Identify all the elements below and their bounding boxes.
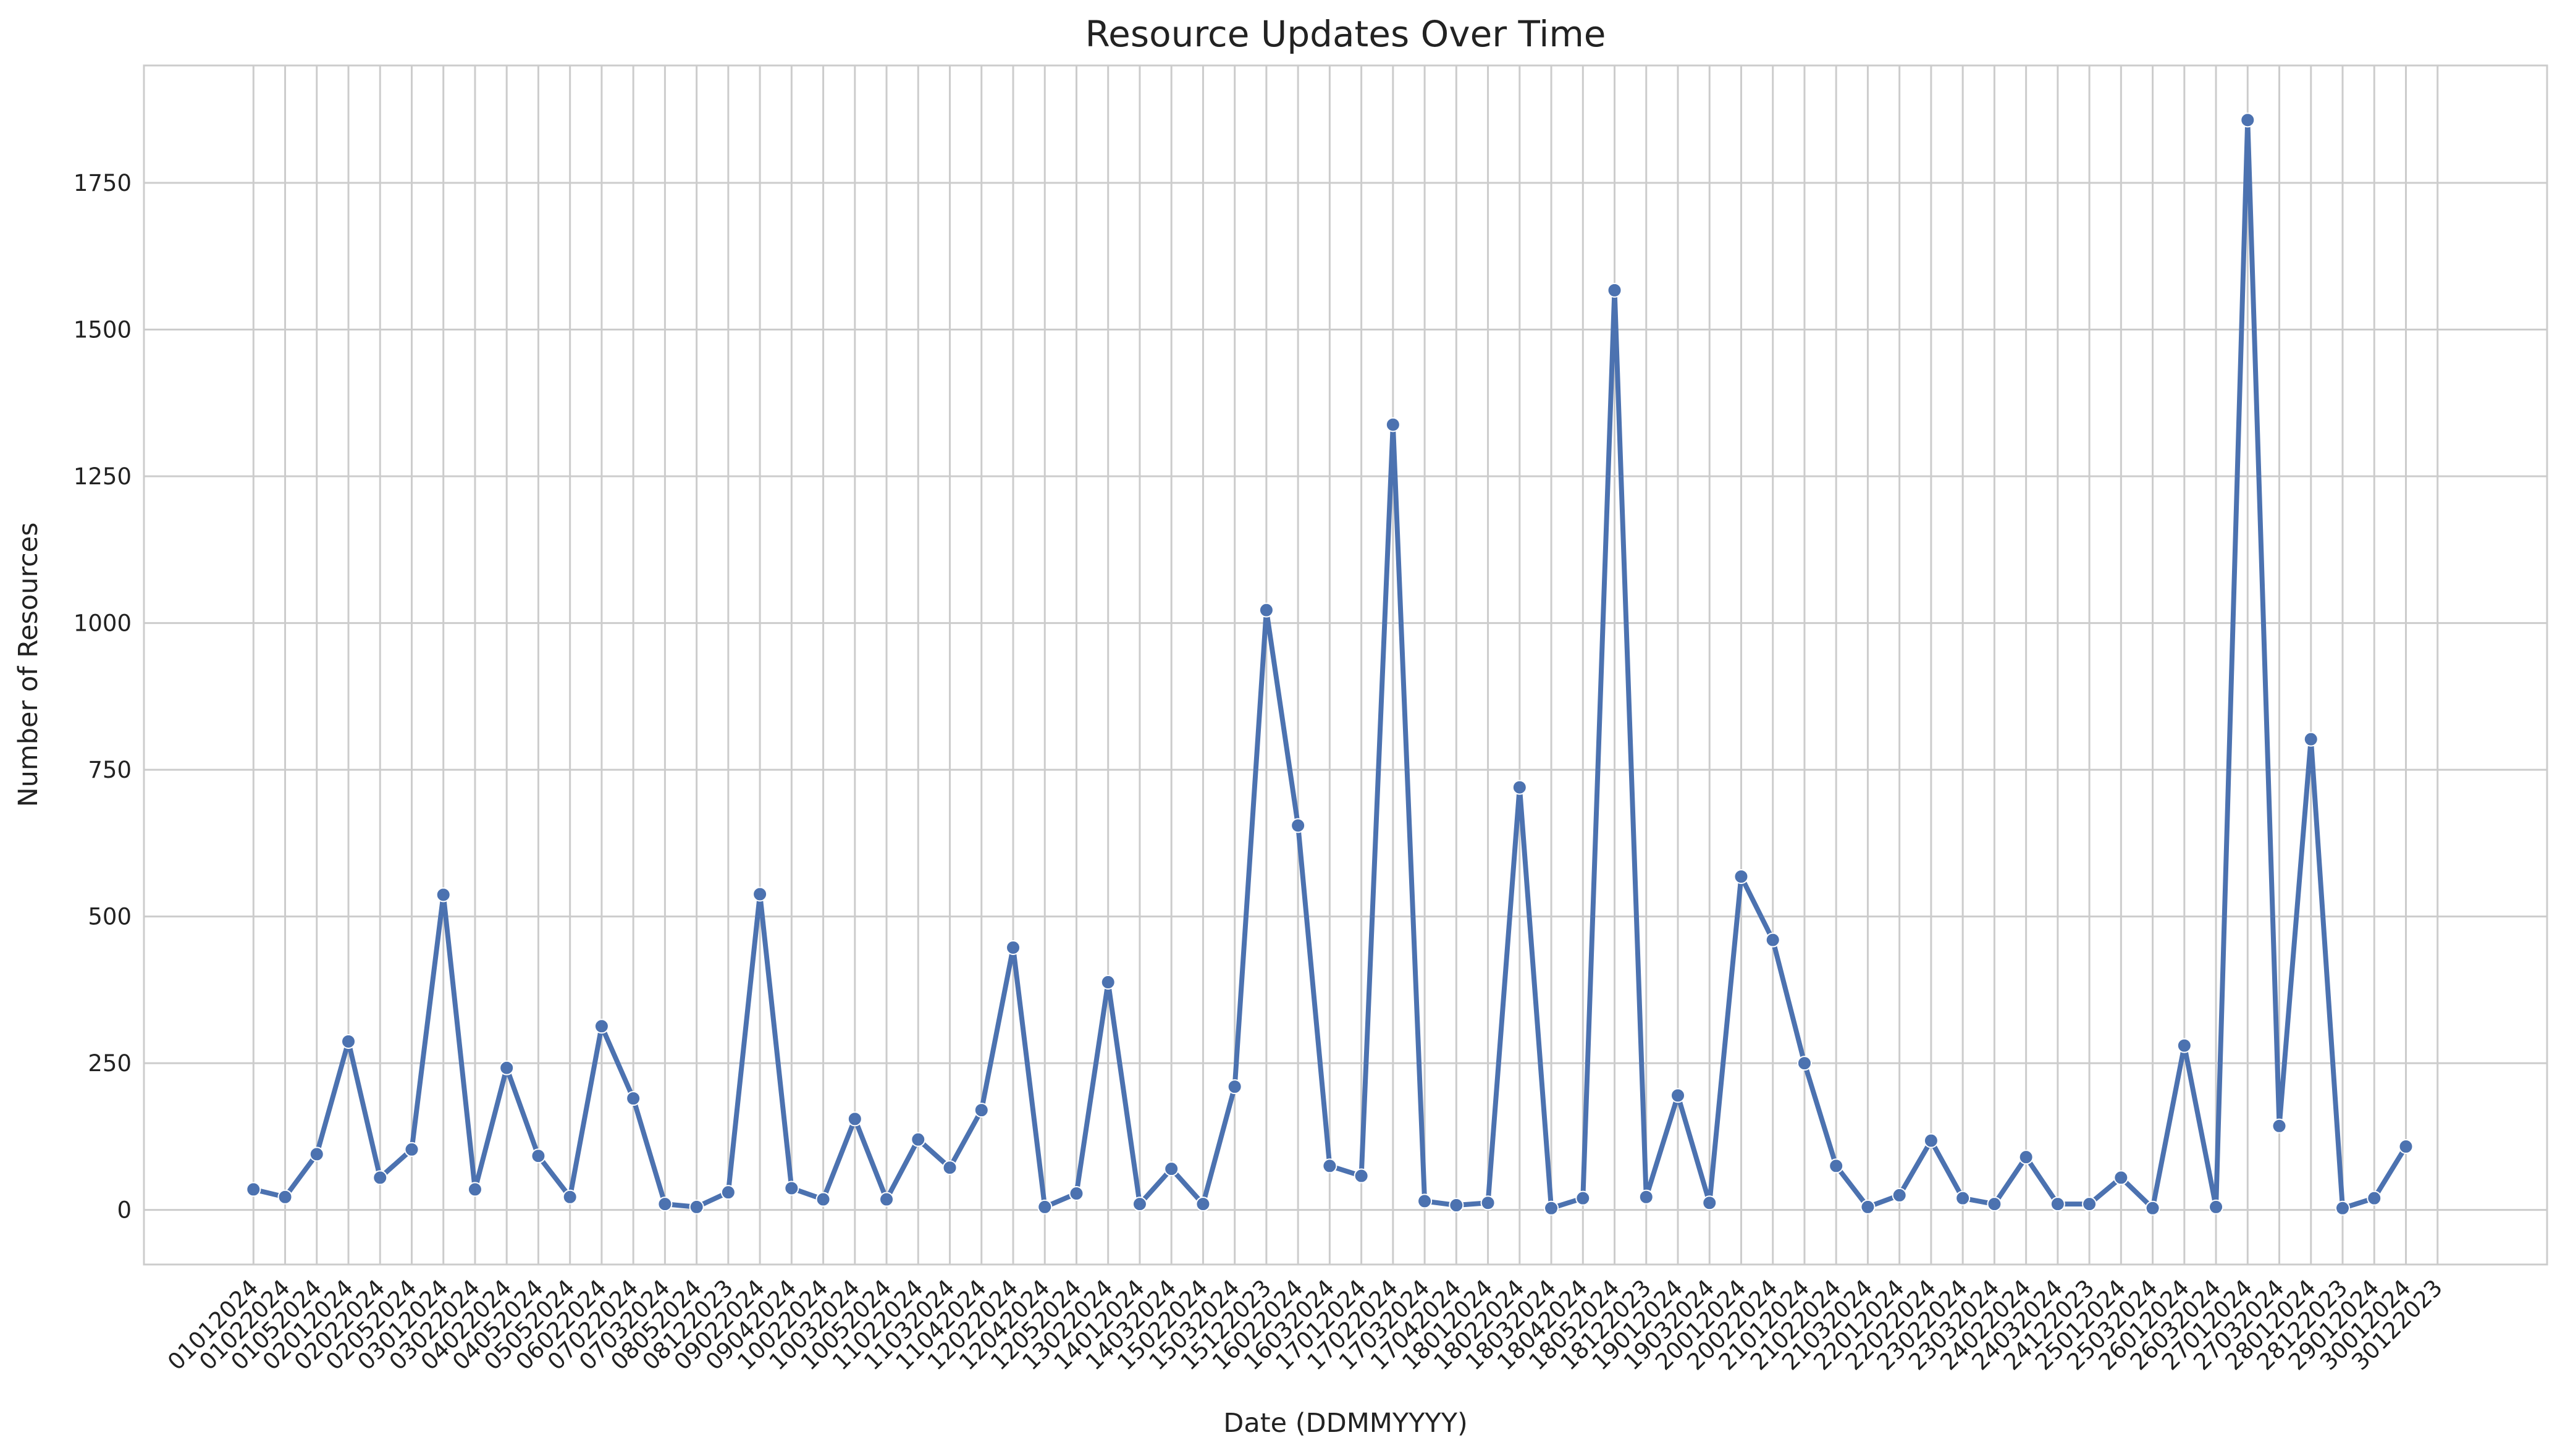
data-point bbox=[2145, 1200, 2160, 1216]
plot-frame bbox=[143, 64, 2548, 1266]
data-point bbox=[2303, 731, 2319, 747]
data-point bbox=[1670, 1088, 1686, 1103]
data-point bbox=[1702, 1195, 1717, 1211]
data-point bbox=[1069, 1186, 1084, 1201]
data-point bbox=[815, 1192, 831, 1207]
data-point bbox=[2176, 1038, 2192, 1053]
data-point bbox=[1385, 417, 1400, 432]
data-point bbox=[1796, 1056, 1812, 1071]
data-point bbox=[499, 1060, 515, 1075]
data-point bbox=[340, 1033, 356, 1049]
data-point bbox=[752, 886, 768, 902]
data-point bbox=[784, 1180, 799, 1196]
data-point bbox=[1417, 1193, 1433, 1209]
data-point bbox=[1638, 1189, 1654, 1205]
data-point bbox=[1512, 780, 1527, 795]
data-point bbox=[1480, 1195, 1496, 1211]
data-point bbox=[1829, 1158, 1844, 1174]
chart-title: Resource Updates Over Time bbox=[1085, 13, 1606, 55]
data-point bbox=[1765, 932, 1780, 948]
data-point bbox=[2050, 1197, 2065, 1212]
y-tick-label: 1750 bbox=[74, 170, 132, 196]
data-point bbox=[1258, 602, 1274, 618]
data-point bbox=[1544, 1200, 1559, 1216]
data-point bbox=[2398, 1139, 2414, 1155]
data-point bbox=[2018, 1150, 2034, 1165]
data-point bbox=[2082, 1197, 2097, 1212]
data-point bbox=[1892, 1187, 1907, 1203]
data-point bbox=[1987, 1197, 2002, 1212]
x-axis-label: Date (DDMMYYYY) bbox=[1223, 1408, 1467, 1439]
data-point bbox=[1923, 1133, 1939, 1148]
data-point bbox=[2113, 1170, 2129, 1185]
data-point bbox=[467, 1182, 482, 1197]
data-point bbox=[1037, 1199, 1053, 1214]
data-point bbox=[1322, 1158, 1337, 1174]
data-point bbox=[1955, 1190, 1971, 1206]
data-point bbox=[1132, 1197, 1147, 1212]
data-point bbox=[720, 1185, 736, 1200]
y-tick-label: 1250 bbox=[74, 463, 132, 490]
y-tick-label: 1000 bbox=[74, 610, 132, 637]
data-point bbox=[436, 887, 451, 903]
data-point bbox=[1291, 818, 1306, 833]
data-point bbox=[404, 1142, 419, 1157]
data-point bbox=[942, 1160, 958, 1176]
data-point bbox=[1227, 1079, 1242, 1095]
data-point bbox=[2240, 112, 2255, 128]
data-point bbox=[1607, 282, 1622, 298]
data-point bbox=[562, 1189, 578, 1205]
data-point bbox=[277, 1189, 293, 1205]
data-point bbox=[657, 1197, 673, 1212]
data-point bbox=[911, 1132, 926, 1147]
data-point bbox=[1354, 1168, 1369, 1184]
data-point bbox=[1733, 869, 1749, 885]
data-point bbox=[1100, 975, 1116, 990]
data-point bbox=[594, 1019, 609, 1034]
data-point bbox=[974, 1103, 989, 1118]
data-point bbox=[1860, 1199, 1876, 1214]
data-point bbox=[1449, 1198, 1464, 1213]
data-point bbox=[2335, 1200, 2351, 1216]
data-point bbox=[689, 1199, 704, 1214]
data-point bbox=[246, 1182, 261, 1197]
data-point bbox=[2272, 1118, 2287, 1134]
data-point bbox=[373, 1170, 388, 1185]
data-point bbox=[879, 1192, 895, 1207]
data-point bbox=[2367, 1190, 2382, 1206]
data-point bbox=[626, 1091, 641, 1106]
data-point bbox=[1575, 1190, 1591, 1206]
data-point bbox=[2209, 1199, 2224, 1214]
y-tick-label: 750 bbox=[88, 757, 132, 783]
data-point bbox=[1195, 1197, 1211, 1212]
data-point bbox=[309, 1147, 324, 1162]
data-point bbox=[1005, 940, 1021, 955]
data-point bbox=[847, 1111, 862, 1127]
y-axis-label: Number of Resources bbox=[13, 522, 44, 807]
y-tick-label: 1500 bbox=[74, 317, 132, 343]
data-point bbox=[531, 1148, 546, 1164]
y-tick-label: 250 bbox=[88, 1050, 132, 1077]
data-point bbox=[1164, 1161, 1179, 1177]
y-tick-label: 500 bbox=[88, 904, 132, 930]
y-tick-label: 0 bbox=[117, 1197, 132, 1224]
